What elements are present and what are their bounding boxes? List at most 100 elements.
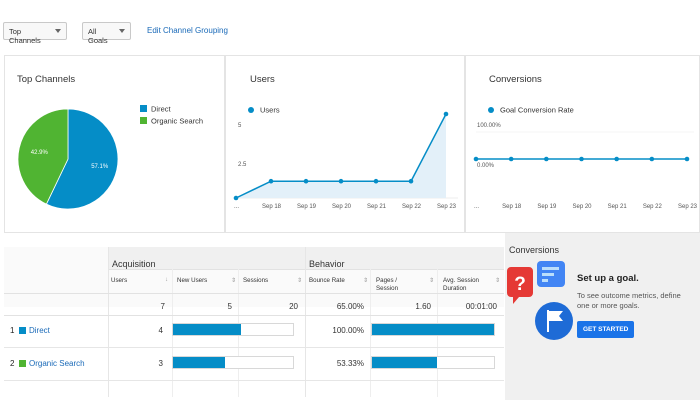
pages-session-bar [371, 323, 495, 336]
x-tick-label: Sep 19 [297, 204, 317, 210]
get-started-button[interactable]: GET STARTED [577, 321, 635, 338]
total-bounce-rate: 65.00% [336, 302, 364, 311]
col-header-new-users[interactable]: New Users [177, 277, 208, 284]
users-area-fill [236, 114, 446, 198]
top-channels-dropdown[interactable]: Top Channels [3, 22, 67, 45]
legend-label: Goal Conversion Rate [500, 105, 574, 115]
users-line-chart: 5 2.5 ... Sep 18 Sep 19 Sep 20 Sep 21 Sep 22 S… [233, 111, 458, 210]
sort-icon[interactable]: ⇕ [363, 278, 369, 284]
total-pages-session: 1.60 [415, 302, 431, 311]
panel-title: Users [250, 74, 275, 85]
data-point[interactable] [303, 178, 309, 184]
row-number: 1 [10, 326, 15, 335]
data-point[interactable] [373, 178, 379, 184]
x-tick-label: Sep 20 [332, 204, 352, 210]
users-panel: Users Users 5 2.5 ... Sep 18 Sep 19 Sep 20 S… [225, 55, 465, 233]
sort-icon[interactable]: ⇕ [231, 278, 237, 284]
data-point[interactable] [268, 178, 274, 184]
divider [108, 247, 109, 397]
row-link-organic-search[interactable]: Organic Search [29, 359, 85, 368]
group-acquisition: Acquisition [112, 259, 156, 269]
pie-label-direct: 57.1% [91, 164, 109, 170]
total-avg-duration: 00:01:00 [465, 302, 497, 311]
pie-slice-organic-search[interactable] [17, 108, 69, 205]
col-header-avg-session-duration[interactable]: Avg. Session Duration [443, 277, 479, 292]
channels-table: Acquisition Behavior Users ↓ New Users ⇕… [0, 233, 505, 400]
data-point[interactable] [579, 156, 584, 162]
conversions-chart-panel: Conversions Goal Conversion Rate 100.00%… [465, 55, 700, 233]
goals-dropdown[interactable]: All Goals [82, 22, 131, 45]
pie-label-organic: 42.9% [31, 150, 49, 156]
svg-text:?: ? [514, 274, 526, 295]
conversions-panel: Conversions ? Set up a goal. To see outc… [505, 233, 700, 400]
sort-icon[interactable]: ⇕ [429, 278, 435, 284]
x-tick-label: Sep 22 [402, 204, 422, 210]
new-users-bar [172, 356, 294, 369]
row-users: 4 [158, 326, 163, 335]
row-color-swatch [19, 360, 26, 367]
dropdown-label: Top Channels [9, 27, 41, 45]
sort-desc-icon[interactable]: ↓ [165, 277, 168, 283]
data-point[interactable] [233, 195, 239, 201]
row-bounce-rate: 53.33% [336, 359, 364, 368]
data-point[interactable] [508, 156, 514, 162]
col-header-bounce-rate[interactable]: Bounce Rate [309, 277, 345, 284]
y-tick: 5 [238, 123, 242, 129]
group-behavior: Behavior [309, 259, 345, 269]
y-tick: 2.5 [238, 162, 247, 168]
divider [4, 380, 504, 381]
x-tick-label: Sep 18 [502, 204, 522, 210]
bar-fill [372, 357, 437, 368]
legend-item-users: Users [248, 101, 280, 119]
data-point[interactable] [473, 156, 479, 162]
col-header-pages-session[interactable]: Pages / Session [376, 277, 398, 292]
total-users: 7 [160, 302, 165, 311]
row-bounce-rate: 100.00% [332, 326, 364, 335]
col-header-line: Session [376, 284, 399, 292]
bar-fill [372, 324, 494, 335]
data-point[interactable] [649, 156, 655, 162]
group-header-bg [108, 247, 504, 269]
conversion-line-chart: 100.00% 0.00% ... Sep 18 Sep 19 Sep 20 Sep 2… [473, 123, 698, 210]
pie-slice-direct[interactable] [45, 108, 119, 210]
divider [305, 247, 306, 397]
panel-title: Top Channels [17, 74, 76, 85]
x-tick-label: Sep 23 [678, 204, 698, 210]
x-tick-label: Sep 23 [437, 204, 457, 210]
x-tick-label: Sep 21 [608, 204, 628, 210]
new-users-bar [172, 323, 294, 336]
col-header-sessions[interactable]: Sessions [243, 277, 269, 284]
col-header-users[interactable]: Users [111, 277, 128, 284]
edit-channel-grouping-link[interactable]: Edit Channel Grouping [147, 26, 228, 35]
legend-item-direct[interactable]: Direct [140, 100, 171, 118]
pie-chart: 57.1% 42.9% [17, 108, 119, 210]
row-link-direct[interactable]: Direct [29, 326, 50, 335]
legend-item-organic-search[interactable]: Organic Search [140, 112, 203, 130]
description-line: one or more goals. [577, 300, 640, 310]
top-channels-panel: Top Channels 57.1% 42.9% Direct Organic … [4, 55, 225, 233]
legend-dot [248, 106, 254, 113]
data-point[interactable] [614, 156, 619, 162]
row-number: 2 [10, 359, 15, 368]
x-tick-label: ... [474, 204, 479, 210]
bar-fill [173, 324, 242, 335]
data-point[interactable] [443, 111, 449, 117]
data-point[interactable] [544, 156, 549, 162]
data-point[interactable] [408, 178, 414, 184]
divider [108, 269, 504, 270]
description-line: To see outcome metrics, define [577, 291, 681, 300]
total-new-users: 5 [227, 302, 232, 311]
chevron-down-icon [119, 29, 125, 33]
pages-session-bar [371, 356, 495, 369]
legend-label: Users [260, 105, 280, 115]
sort-icon[interactable]: ⇕ [297, 278, 303, 284]
y-tick: 100.00% [477, 123, 501, 129]
goal-illustration-icon: ? [507, 261, 573, 340]
divider [4, 315, 504, 316]
sort-icon[interactable]: ⇕ [495, 278, 501, 284]
data-point[interactable] [684, 156, 690, 162]
data-point[interactable] [338, 178, 344, 184]
bar-fill [173, 357, 225, 368]
col-header-line: Avg. Session [443, 277, 480, 284]
